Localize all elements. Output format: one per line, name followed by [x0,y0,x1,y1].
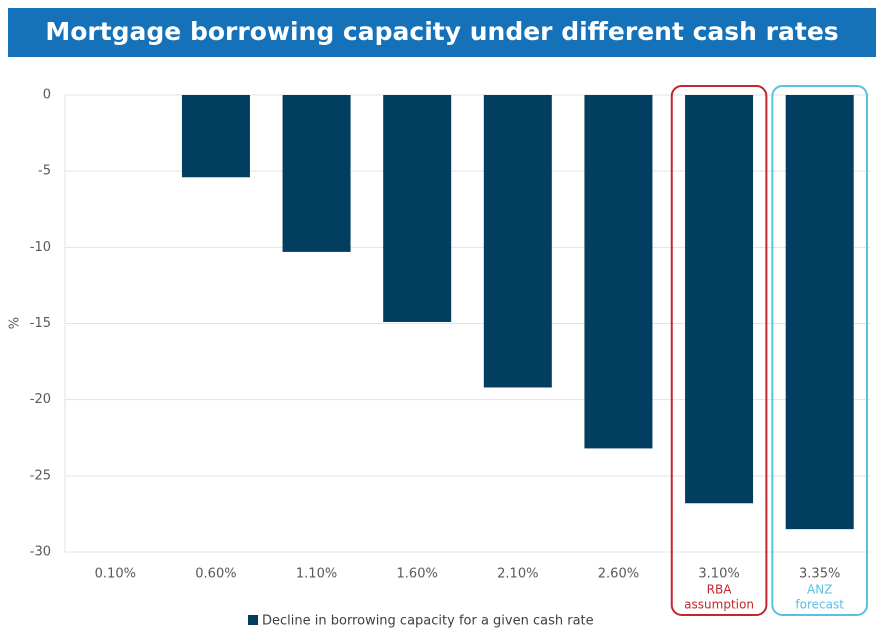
y-tick-label: -20 [30,392,51,407]
annotation-label: assumption [684,598,754,612]
bar [483,95,552,388]
y-tick-label: -30 [30,545,51,560]
x-tick-label: 3.35% [799,567,840,582]
x-tick-label: 1.10% [296,567,337,582]
bar [383,95,452,322]
y-tick-label: -10 [30,240,51,255]
legend-label: Decline in borrowing capacity for a give… [262,614,594,629]
annotation-label: ANZ [807,583,832,597]
annotation-label: forecast [795,598,844,612]
x-tick-label: 0.60% [195,567,236,582]
bar [785,95,854,530]
x-tick-label: 2.10% [497,567,538,582]
annotation-box [771,85,868,616]
x-tick-label: 0.10% [95,567,136,582]
bar [181,95,250,178]
x-tick-label: 3.10% [698,567,739,582]
x-tick-label: 1.60% [397,567,438,582]
x-tick-label: 2.60% [598,567,639,582]
bar [584,95,653,449]
y-axis-label: % [8,317,23,329]
bar [685,95,754,504]
y-tick-label: -25 [30,468,51,483]
title-banner [8,8,876,57]
bar [282,95,351,252]
annotation-box [670,85,768,616]
y-tick-label: -5 [38,164,51,179]
legend-swatch [248,615,258,625]
chart-title: Mortgage borrowing capacity under differ… [45,17,838,46]
annotation-label: RBA [707,583,733,597]
y-tick-label: -15 [30,316,51,331]
y-tick-label: 0 [43,88,51,103]
